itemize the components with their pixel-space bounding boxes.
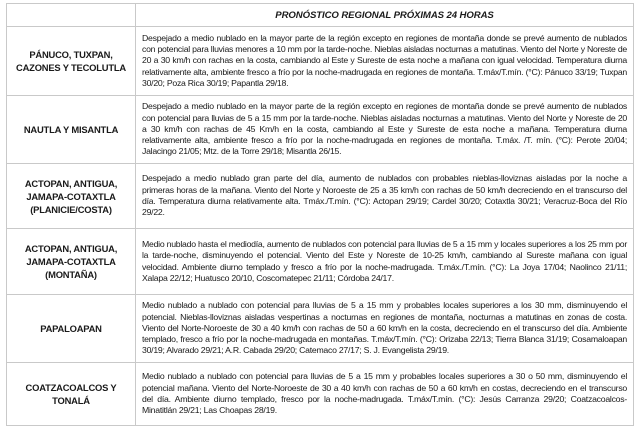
table-title: PRONÓSTICO REGIONAL PRÓXIMAS 24 HORAS xyxy=(135,3,634,27)
region-name: NAUTLA Y MISANTLA xyxy=(6,95,136,164)
region-name: PAPALOAPAN xyxy=(6,294,136,363)
table-header-row: PRONÓSTICO REGIONAL PRÓXIMAS 24 HORAS xyxy=(6,3,634,27)
region-name: ACTOPAN, ANTIGUA, JAMAPA-COTAXTLA (MONTA… xyxy=(6,228,136,295)
region-name: ACTOPAN, ANTIGUA, JAMAPA-COTAXTLA (PLANI… xyxy=(6,163,136,229)
region-name: PÁNUCO, TUXPAN, CAZONES Y TECOLUTLA xyxy=(6,26,136,96)
forecast-text: Despejado a medio nublado gran parte del… xyxy=(135,163,634,229)
regional-forecast-table: PRONÓSTICO REGIONAL PRÓXIMAS 24 HORAS PÁ… xyxy=(6,3,634,426)
table-row: COATZACOALCOS Y TONALÁ Medio nublado a n… xyxy=(6,362,634,426)
table-row: PAPALOAPAN Medio nublado a nublado con p… xyxy=(6,294,634,363)
table-row: ACTOPAN, ANTIGUA, JAMAPA-COTAXTLA (MONTA… xyxy=(6,228,634,295)
forecast-text: Medio nublado a nublado con potencial pa… xyxy=(135,294,634,363)
table-row: NAUTLA Y MISANTLA Despejado a medio nubl… xyxy=(6,95,634,164)
table-row: PÁNUCO, TUXPAN, CAZONES Y TECOLUTLA Desp… xyxy=(6,26,634,96)
forecast-text: Medio nublado a nublado con potencial pa… xyxy=(135,362,634,426)
region-name: COATZACOALCOS Y TONALÁ xyxy=(6,362,136,426)
forecast-text: Despejado a medio nublado en la mayor pa… xyxy=(135,26,634,96)
forecast-text: Despejado a medio nublado en la mayor pa… xyxy=(135,95,634,164)
forecast-text: Medio nublado hasta el mediodía, aumento… xyxy=(135,228,634,295)
header-empty-cell xyxy=(6,3,136,27)
table-row: ACTOPAN, ANTIGUA, JAMAPA-COTAXTLA (PLANI… xyxy=(6,163,634,229)
